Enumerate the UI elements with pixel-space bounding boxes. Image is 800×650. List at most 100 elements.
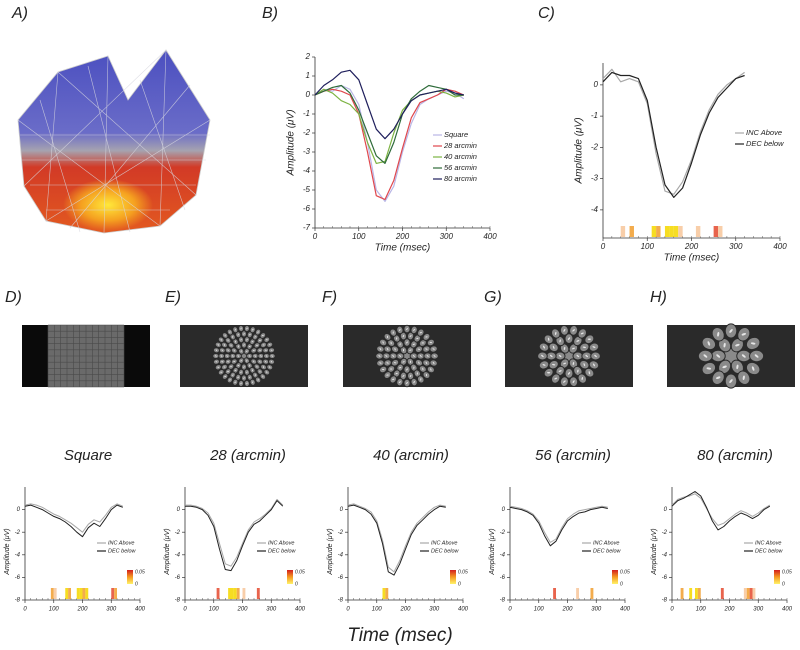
stimulus-spot: [399, 343, 401, 346]
y-tick-label: 0: [594, 80, 599, 89]
y-tick-label: 0: [340, 507, 344, 513]
stimulus-spot: [266, 371, 268, 374]
stimulus-spot: [223, 366, 226, 368]
x-tick-label: 400: [295, 607, 306, 613]
y-tick-label: -4: [662, 552, 668, 558]
y-axis-title: Amplitude (μV): [327, 528, 334, 575]
stimulus-spot: [248, 345, 251, 347]
stimulus-spot: [378, 355, 381, 357]
stimulus-spot: [399, 355, 402, 357]
stimulus-spot: [230, 366, 233, 368]
stimulus-spot: [226, 355, 228, 357]
legend-label: 80 arcmin: [444, 174, 477, 183]
significance-bin: [553, 588, 556, 599]
significance-bin: [53, 588, 57, 599]
y-tick-label: 0: [502, 507, 506, 513]
stimulus-spot: [398, 381, 401, 383]
chart: -8 -6 -4 -2 0 0 100 200 300 400 Amplitude (μV) 80 (…: [651, 447, 793, 613]
significance-bin: [669, 226, 674, 237]
stimulus-spot: [220, 338, 222, 341]
legend-label: DEC below: [431, 548, 460, 554]
series-line: [314, 88, 464, 164]
significance-bin: [256, 588, 260, 599]
stimulus-spot: [257, 331, 260, 333]
stimulus-spot: [429, 341, 433, 344]
significance-bin: [216, 588, 220, 599]
significance-bin: [664, 226, 670, 237]
significance-bin: [76, 588, 80, 599]
x-tick-label: 300: [266, 607, 277, 613]
stimulus-spot: [268, 344, 271, 346]
stimulus-spot: [563, 328, 566, 332]
legend-label: 40 arcmin: [444, 152, 477, 161]
stimulus-spot: [223, 343, 226, 346]
stimulus-spot: [243, 377, 245, 379]
stimulus-spot: [716, 354, 721, 358]
y-tick-label: -8: [175, 598, 181, 604]
legend-label: 56 arcmin: [444, 163, 477, 172]
stimulus-spot: [742, 375, 745, 381]
stimulus-spot: [224, 376, 227, 377]
stimulus-spot: [406, 327, 408, 331]
stimulus-spot: [413, 366, 415, 369]
stimulus-spot: [583, 363, 586, 367]
stimulus-spot: [230, 344, 232, 347]
y-tick-label: -4: [175, 552, 181, 558]
stimulus-spot: [572, 361, 575, 366]
colorbar-label: 0: [458, 581, 461, 587]
stimulus-spot: [227, 371, 230, 373]
y-tick-label: -6: [500, 575, 506, 581]
chart-title: Square: [64, 447, 112, 464]
stimulus-spot: [547, 372, 551, 374]
stimulus-spot: [227, 349, 229, 352]
stimulus-spot: [259, 370, 261, 373]
legend-label: INC Above: [268, 540, 294, 546]
stimulus-spot: [571, 347, 575, 350]
stimulus-spot: [402, 348, 405, 352]
stimulus-spot: [265, 339, 268, 341]
stimulus-spot: [412, 355, 415, 357]
stimulus-spot: [717, 331, 720, 337]
stimulus-spot: [262, 344, 265, 346]
stimulus-spot: [254, 374, 256, 377]
x-tick-label: 200: [561, 607, 573, 613]
panel-label: B): [262, 5, 278, 22]
stimulus-spot: [558, 370, 562, 372]
panel-label: C): [538, 5, 555, 22]
x-tick-label: 200: [723, 607, 735, 613]
stimulus-spot: [558, 354, 562, 358]
stimulus-spot: [227, 339, 229, 342]
stimulus-spot: [572, 329, 575, 332]
y-tick-label: -2: [500, 530, 506, 536]
stimulus-spot: [577, 369, 579, 373]
stimulus-spot: [233, 361, 236, 363]
stimulus-spot: [723, 342, 726, 348]
stimulus-spot: [398, 367, 402, 369]
y-tick-label: -2: [303, 128, 311, 137]
y-tick-label: -4: [591, 205, 599, 214]
stimulus-spot: [430, 368, 432, 371]
y-axis-title: Amplitude (μV): [574, 117, 585, 184]
significance-bin: [713, 226, 719, 237]
legend-label: INC Above: [746, 128, 782, 137]
stimulus-spot: [235, 340, 237, 343]
panel-label: E): [165, 289, 181, 306]
stimulus-spot: [246, 382, 248, 385]
stimulus-spot: [703, 354, 708, 358]
legend-label: DEC below: [746, 139, 784, 148]
x-tick-label: 200: [684, 242, 699, 251]
stimulus-spot: [271, 355, 274, 357]
chart-title: 80 (arcmin): [697, 447, 773, 464]
y-tick-label: -2: [662, 530, 668, 536]
stimulus-spot: [419, 331, 422, 334]
y-tick-label: -8: [15, 598, 21, 604]
stimulus-spot: [552, 345, 555, 349]
stimulus-spot: [237, 333, 239, 336]
y-axis-title: Amplitude (μV): [286, 109, 297, 176]
x-tick-label: 200: [236, 607, 248, 613]
significance-bin: [743, 588, 747, 599]
stimulus-spot: [542, 364, 546, 366]
stimulus-spot: [237, 365, 240, 367]
significance-bin: [382, 588, 386, 599]
stimulus-spot: [231, 355, 234, 357]
